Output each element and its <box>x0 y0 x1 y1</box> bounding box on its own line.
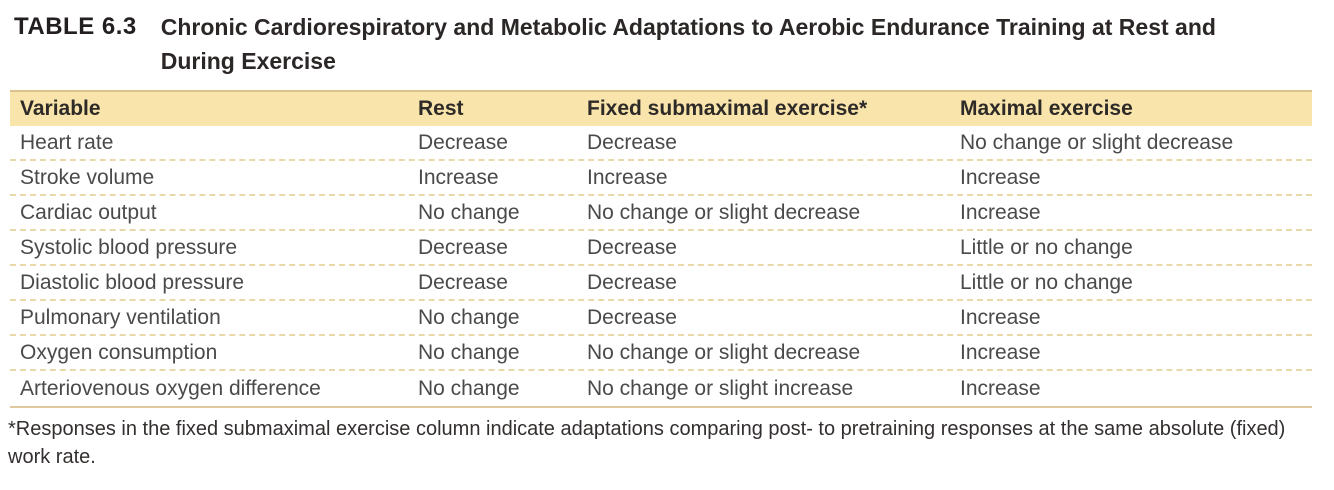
table-number-label: TABLE 6.3 <box>14 13 137 40</box>
table-title-text: Chronic Cardiorespiratory and Metabolic … <box>160 14 1216 74</box>
table-row: Heart rate Decrease Decrease No change o… <box>10 126 1312 161</box>
column-header-rest: Rest <box>418 97 464 120</box>
table-row: Stroke volume Increase Increase Increase <box>10 161 1312 196</box>
cell-maximal: Increase <box>960 200 1041 224</box>
cell-maximal: Increase <box>960 165 1041 189</box>
cell-maximal: Little or no change <box>960 270 1133 294</box>
table-row: Cardiac output No change No change or sl… <box>10 196 1312 231</box>
cell-fixed-submaximal: No change or slight decrease <box>587 340 861 364</box>
cell-fixed-submaximal: Increase <box>587 165 668 189</box>
cell-fixed-submaximal: No change or slight decrease <box>587 200 861 224</box>
table-row: Diastolic blood pressure Decrease Decrea… <box>10 266 1312 301</box>
table-header-row: Variable Rest Fixed submaximal exercise*… <box>10 92 1312 126</box>
cell-rest: Decrease <box>418 270 508 294</box>
cell-fixed-submaximal: No change or slight increase <box>587 376 854 400</box>
cell-fixed-submaximal: Decrease <box>587 305 677 329</box>
cell-rest: No change <box>418 200 520 224</box>
cell-maximal: Increase <box>960 376 1041 400</box>
cell-variable: Pulmonary ventilation <box>20 305 221 329</box>
table-footnote: *Responses in the fixed submaximal exerc… <box>8 418 1286 468</box>
column-header-variable: Variable <box>20 97 101 120</box>
cell-fixed-submaximal: Decrease <box>587 235 677 259</box>
table-row: Systolic blood pressure Decrease Decreas… <box>10 231 1312 266</box>
adaptations-table: Variable Rest Fixed submaximal exercise*… <box>10 90 1312 408</box>
column-header-fixed-submaximal: Fixed submaximal exercise* <box>587 97 868 120</box>
cell-rest: Decrease <box>418 235 508 259</box>
cell-rest: No change <box>418 305 520 329</box>
cell-variable: Arteriovenous oxygen difference <box>20 376 321 400</box>
cell-fixed-submaximal: Decrease <box>587 130 677 154</box>
cell-variable: Oxygen consumption <box>20 340 218 364</box>
cell-variable: Diastolic blood pressure <box>20 270 245 294</box>
table-row: Arteriovenous oxygen difference No chang… <box>10 371 1312 406</box>
table-caption: TABLE 6.3 Chronic Cardiorespiratory and … <box>0 0 1334 90</box>
cell-fixed-submaximal: Decrease <box>587 270 677 294</box>
cell-variable: Heart rate <box>20 130 114 154</box>
cell-rest: Decrease <box>418 130 508 154</box>
cell-rest: No change <box>418 376 520 400</box>
cell-maximal: Increase <box>960 305 1041 329</box>
column-header-maximal: Maximal exercise <box>960 97 1133 120</box>
cell-variable: Cardiac output <box>20 200 157 224</box>
cell-rest: No change <box>418 340 520 364</box>
cell-maximal: Little or no change <box>960 235 1133 259</box>
table-row: Oxygen consumption No change No change o… <box>10 336 1312 371</box>
cell-maximal: Increase <box>960 340 1041 364</box>
cell-maximal: No change or slight decrease <box>960 130 1234 154</box>
cell-variable: Stroke volume <box>20 165 155 189</box>
table-row: Pulmonary ventilation No change Decrease… <box>10 301 1312 336</box>
cell-variable: Systolic blood pressure <box>20 235 238 259</box>
cell-rest: Increase <box>418 165 499 189</box>
